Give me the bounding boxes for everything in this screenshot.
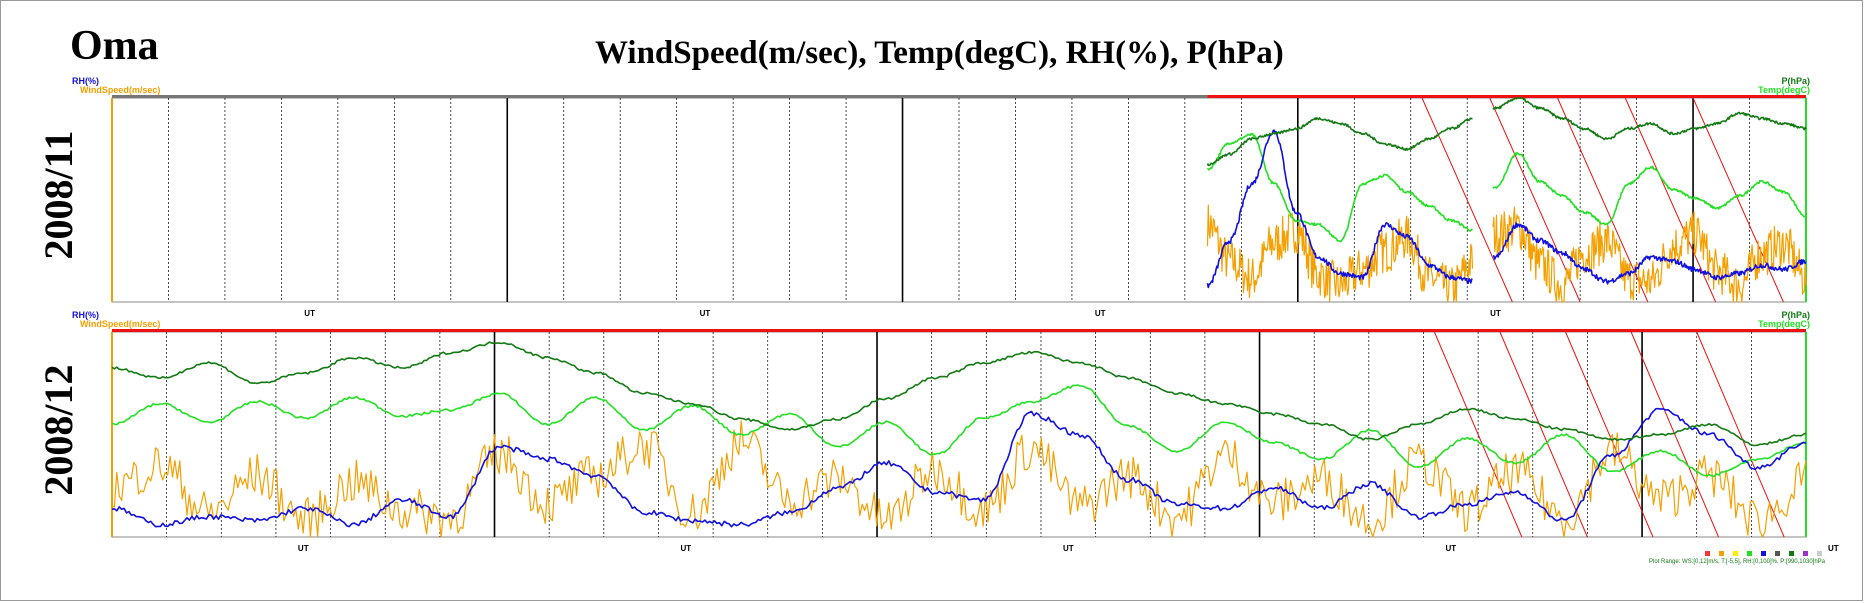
x-axis-title: UT bbox=[1063, 544, 1074, 553]
annotation-diagonal bbox=[1624, 97, 1717, 303]
legend-swatch bbox=[1761, 551, 1766, 556]
legend-swatch bbox=[1705, 551, 1710, 556]
panel2-pressure-label: P(hPa) bbox=[1781, 310, 1810, 320]
station-name: Oma bbox=[70, 23, 159, 69]
annotation-diagonal bbox=[1433, 331, 1523, 538]
annotation-diagonal bbox=[1557, 97, 1649, 303]
series-line-pressure-1 bbox=[1206, 97, 1807, 167]
annotation-diagonal bbox=[1630, 331, 1720, 538]
panel2-month-label: 2008/12 bbox=[36, 364, 81, 495]
legend-swatch bbox=[1817, 551, 1822, 556]
legend-swatch bbox=[1747, 551, 1752, 556]
annotation-diagonal bbox=[1489, 97, 1581, 303]
series-line-temp-1 bbox=[1206, 132, 1807, 243]
status-strip bbox=[1207, 95, 1806, 98]
panel1-month-label: 2008/11 bbox=[36, 131, 81, 260]
legend-swatch bbox=[1733, 551, 1738, 556]
series-line-wind-2 bbox=[111, 420, 1807, 538]
series-line-wind-1 bbox=[1206, 204, 1807, 303]
panel1-wind-label: WindSpeed(m/sec) bbox=[80, 85, 160, 95]
series-line-rh-1 bbox=[1206, 129, 1807, 289]
series-line-pressure-2 bbox=[111, 341, 1807, 447]
status-strip-nodata bbox=[112, 95, 1208, 98]
panel2-wind-label: WindSpeed(m/sec) bbox=[80, 319, 160, 329]
legend-swatch bbox=[1775, 551, 1780, 556]
series-line-temp-2 bbox=[111, 384, 1807, 478]
legend-swatch bbox=[1719, 551, 1724, 556]
x-axis-title: UT bbox=[680, 544, 691, 553]
x-axis-title: UT bbox=[298, 544, 309, 553]
panel2-temp-label: Temp(degC) bbox=[1758, 319, 1810, 329]
x-axis-title: UT bbox=[1490, 309, 1501, 318]
status-strip bbox=[112, 329, 1806, 332]
annotation-diagonal bbox=[1499, 331, 1588, 538]
series-line-rh-2 bbox=[111, 407, 1807, 528]
legend-swatch bbox=[1803, 551, 1808, 556]
x-axis-title: UT bbox=[304, 309, 315, 318]
panel1-rh-label: RH(%) bbox=[72, 76, 99, 86]
annotation-diagonal bbox=[1421, 97, 1513, 303]
panel1-temp-label: Temp(degC) bbox=[1758, 85, 1810, 95]
chart-title: WindSpeed(m/sec), Temp(degC), RH(%), P(h… bbox=[595, 35, 1284, 71]
annotation-diagonal bbox=[1692, 97, 1784, 303]
x-axis-title: UT bbox=[1445, 544, 1456, 553]
legend-swatch bbox=[1789, 551, 1794, 556]
x-axis-title: UT bbox=[700, 309, 711, 318]
x-axis-title: UT bbox=[1095, 309, 1106, 318]
x-axis-title: UT bbox=[1828, 544, 1839, 553]
footer-range-note: Plot Range: WS:[0,12]m/s, T:[-5,5], RH:[… bbox=[1649, 559, 1826, 565]
panel1-pressure-label: P(hPa) bbox=[1781, 76, 1810, 86]
annotation-diagonal bbox=[1565, 331, 1654, 538]
panel2-rh-label: RH(%) bbox=[72, 310, 99, 320]
